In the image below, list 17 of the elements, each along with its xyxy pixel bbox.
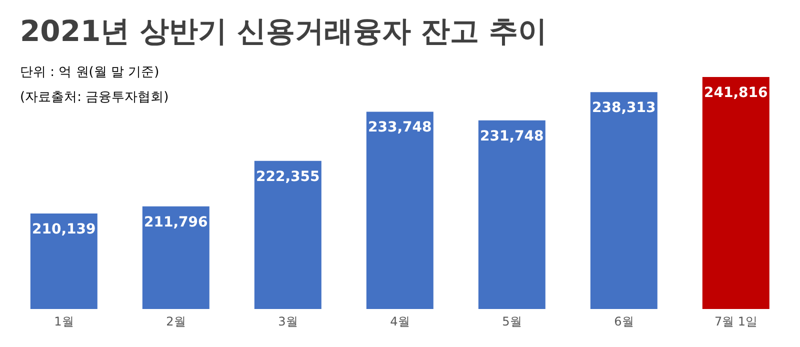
x-tick-label: 1월 bbox=[54, 314, 74, 329]
x-tick-label: 3월 bbox=[278, 314, 298, 329]
data-label: 211,796 bbox=[144, 214, 208, 230]
x-tick-label: 7월 1일 bbox=[714, 314, 758, 329]
chart-subtitle: 단위 : 억 원(월 말 기준) bbox=[20, 64, 160, 81]
x-tick-label: 4월 bbox=[390, 314, 410, 329]
annotation: (자료출처: 금융투자협회) bbox=[20, 89, 169, 106]
data-label: 241,816 bbox=[704, 84, 768, 101]
x-tick-label: 2월 bbox=[166, 314, 186, 329]
data-label: 222,355 bbox=[256, 168, 320, 185]
data-label: 231,748 bbox=[480, 128, 544, 144]
chart-title: 2021년 상반기 신용거래융자 잔고 추이 bbox=[20, 13, 548, 50]
data-label: 233,748 bbox=[368, 120, 432, 136]
x-tick-label: 6월 bbox=[614, 314, 634, 329]
x-tick-label: 5월 bbox=[502, 314, 522, 329]
data-label: 238,313 bbox=[592, 100, 656, 116]
data-label: 210,139 bbox=[32, 222, 96, 238]
